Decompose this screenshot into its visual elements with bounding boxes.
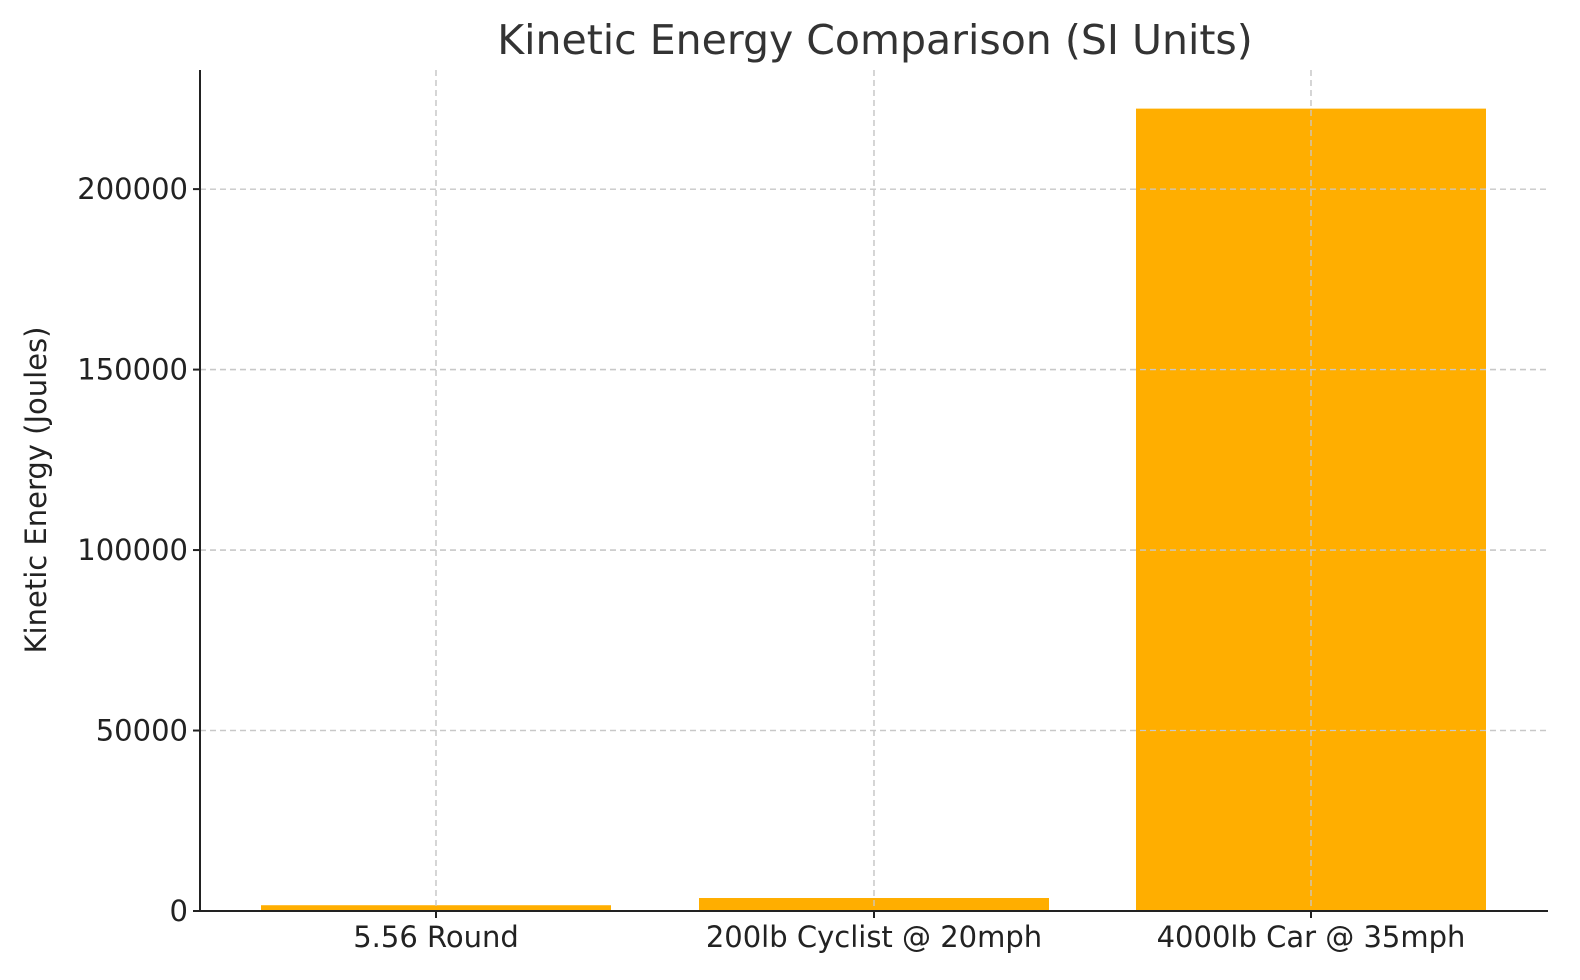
chart-title: Kinetic Energy Comparison (SI Units) bbox=[497, 16, 1253, 64]
x-tick-label: 5.56 Round bbox=[353, 920, 519, 954]
y-axis-label: Kinetic Energy (Joules) bbox=[19, 327, 53, 654]
bars-layer bbox=[200, 70, 1548, 911]
axes-layer bbox=[193, 70, 1548, 918]
y-tick-label: 200000 bbox=[77, 172, 188, 206]
bar bbox=[261, 905, 611, 911]
y-tick-label: 100000 bbox=[77, 533, 188, 567]
labels-layer: 0 50000 100000 150000 200000 5.56 Round 200lb … bbox=[77, 172, 1465, 954]
y-tick-label: 150000 bbox=[77, 353, 188, 387]
y-tick-label: 50000 bbox=[96, 714, 188, 748]
x-tick-label: 4000lb Car @ 35mph bbox=[1157, 920, 1466, 954]
x-tick-label: 200lb Cyclist @ 20mph bbox=[706, 920, 1042, 954]
y-tick-label: 0 bbox=[170, 894, 188, 928]
